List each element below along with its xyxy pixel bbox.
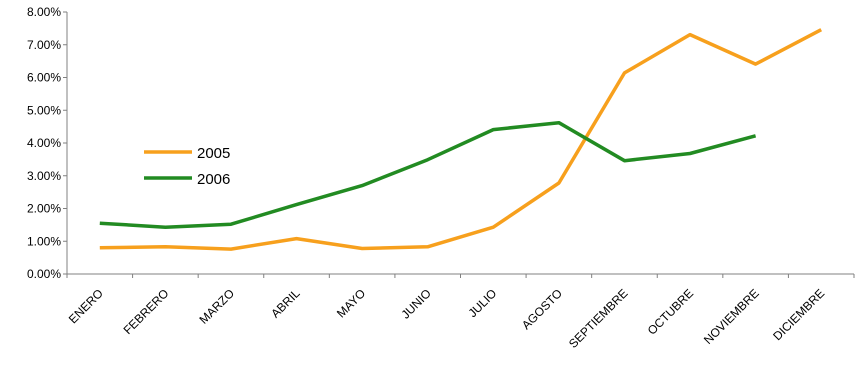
x-tick-label: JULIO xyxy=(465,286,499,320)
legend-label-2005: 2005 xyxy=(197,145,230,162)
x-tick-label: DICIEMBRE xyxy=(770,286,827,343)
x-axis: ENERO FEBRERO MARZO ABRIL MAYO JUNIO JULIO AGOS… xyxy=(66,273,855,351)
x-tick-label: ENERO xyxy=(66,286,106,326)
y-tick-label: 7.00% xyxy=(27,38,61,52)
x-tick-label: SEPTIEMBRE xyxy=(566,286,631,351)
y-tick-label: 0.00% xyxy=(27,267,61,281)
y-tick-label: 4.00% xyxy=(27,136,61,150)
y-tick-label: 6.00% xyxy=(27,71,61,85)
legend: 2005 2006 xyxy=(144,145,230,188)
x-tick-label: JUNIO xyxy=(398,286,433,321)
x-tick-label: ABRIL xyxy=(268,286,303,321)
legend-label-2006: 2006 xyxy=(197,171,230,188)
x-tick-label: OCTUBRE xyxy=(645,286,696,337)
series-line-2005 xyxy=(99,28,823,251)
x-tick-label: AGOSTO xyxy=(519,286,565,332)
x-tick-label: NOVIEMBRE xyxy=(701,286,762,347)
y-tick-label: 3.00% xyxy=(27,169,61,183)
y-tick-label: 1.00% xyxy=(27,234,61,248)
y-tick-label: 2.00% xyxy=(27,202,61,216)
y-tick-label: 5.00% xyxy=(27,103,61,117)
y-axis: 0.00% 1.00% 2.00% 3.00% 4.00% 5.00% 6.00% 7.00%… xyxy=(27,5,68,281)
x-tick-label: MARZO xyxy=(197,286,238,327)
y-tick-label: 8.00% xyxy=(27,5,61,19)
series-line-2006 xyxy=(99,120,757,229)
series-layer xyxy=(99,28,823,251)
x-tick-label: MAYO xyxy=(334,286,368,320)
x-tick-label: FEBRERO xyxy=(121,286,172,337)
